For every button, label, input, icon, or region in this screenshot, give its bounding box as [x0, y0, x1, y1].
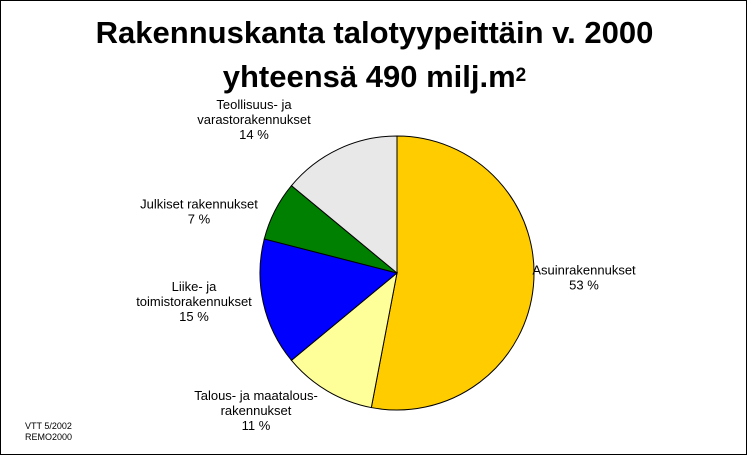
slice-label: Teollisuus- ja varastorakennukset 14 %: [197, 97, 311, 142]
slice-label: Julkiset rakennukset 7 %: [140, 197, 258, 227]
footer-source: VTT 5/2002: [25, 421, 72, 431]
chart-title-line2: yhteensä 490 milj.m2: [1, 59, 748, 100]
slice-category-label: Asuinrakennukset: [532, 263, 636, 278]
slice-category-label: toimistorakennukset: [136, 294, 252, 309]
slice-label: Liike- ja toimistorakennukset 15 %: [136, 279, 252, 324]
pie-slice: [290, 271, 398, 409]
slice-value-label: 11 %: [242, 418, 271, 433]
pie-slice: [370, 135, 535, 411]
slice-label: Asuinrakennukset 53 %: [532, 263, 636, 293]
pie-slice: [290, 135, 398, 275]
slice-value-label: 53 %: [569, 278, 599, 293]
slice-category-label: rakennukset: [221, 403, 292, 418]
slice-category-label: varastorakennukset: [197, 112, 311, 127]
pie-slice: [259, 238, 399, 362]
slice-label: Talous- ja maatalous-rakennukset 11 %: [194, 388, 318, 433]
chart-title-line1: Rakennuskanta talotyypeittäin v. 2000: [95, 15, 654, 50]
slice-value-label: 14 %: [239, 127, 269, 142]
footer-model: REMO2000: [25, 432, 73, 442]
chart-title-line2-text: yhteensä 490 milj.m: [222, 59, 516, 94]
slice-category-label: Julkiset rakennukset: [140, 197, 258, 212]
slice-value-label: 15 %: [179, 309, 209, 324]
slice-category-label: Liike- ja: [172, 279, 218, 294]
slice-category-label: Teollisuus- ja: [216, 97, 292, 112]
chart-title-superscript: 2: [515, 65, 527, 86]
slice-value-label: 7 %: [188, 212, 211, 227]
slice-category-label: Talous- ja maatalous-: [194, 388, 318, 403]
